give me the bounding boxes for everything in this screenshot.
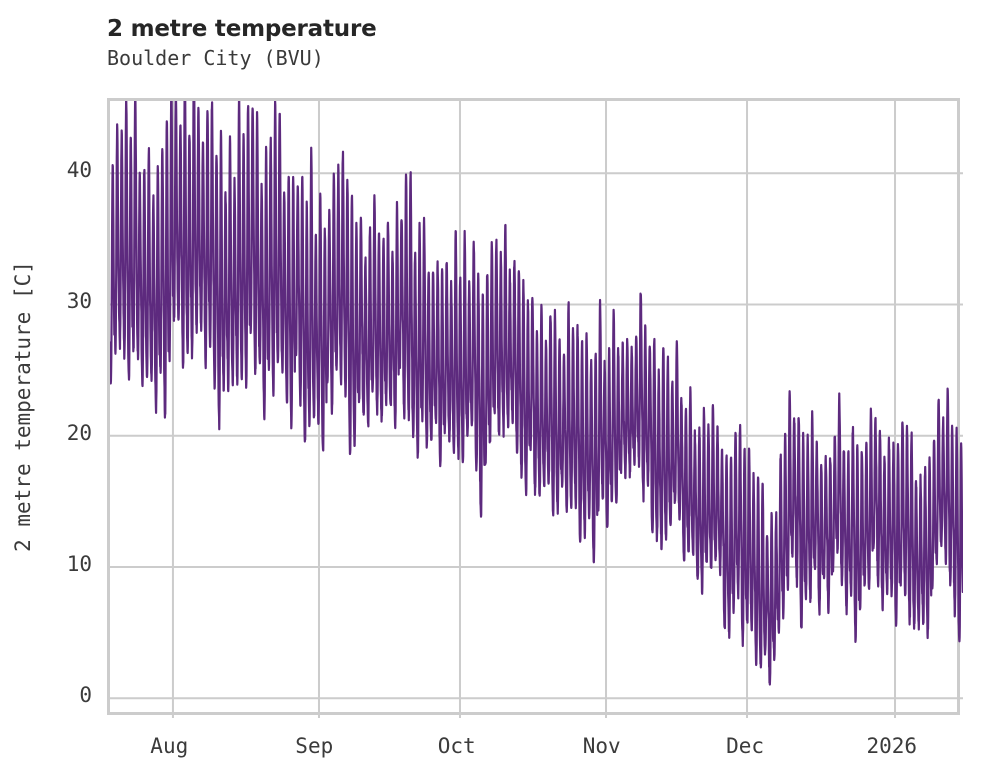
title-block: 2 metre temperature Boulder City (BVU) xyxy=(107,14,907,72)
x-axis-tick-label: Dec xyxy=(726,734,764,758)
temperature-line-path xyxy=(110,101,963,686)
y-axis-tick-label: 0 xyxy=(79,683,92,708)
x-axis-tick-label: Aug xyxy=(150,734,189,758)
y-axis-tick-label: 40 xyxy=(66,158,92,183)
plot-area xyxy=(107,98,963,718)
y-axis-tick-label: 10 xyxy=(66,552,92,577)
y-axis-tick-labels: 0 10 20 30 40 xyxy=(20,0,92,782)
y-axis-tick-label: 30 xyxy=(66,289,92,314)
x-axis-tick-label: Oct xyxy=(437,734,476,758)
temperature-series-line xyxy=(110,101,963,686)
y-axis-tick-label: 20 xyxy=(66,420,92,445)
chart-subtitle: Boulder City (BVU) xyxy=(107,46,324,70)
x-axis-tick-label: 2026 xyxy=(866,734,918,758)
x-axis-tick-label: Sep xyxy=(295,734,334,758)
plot-inner xyxy=(110,101,963,718)
x-axis-tick-label: Nov xyxy=(582,734,621,758)
page-title: 2 metre temperature xyxy=(107,16,377,42)
